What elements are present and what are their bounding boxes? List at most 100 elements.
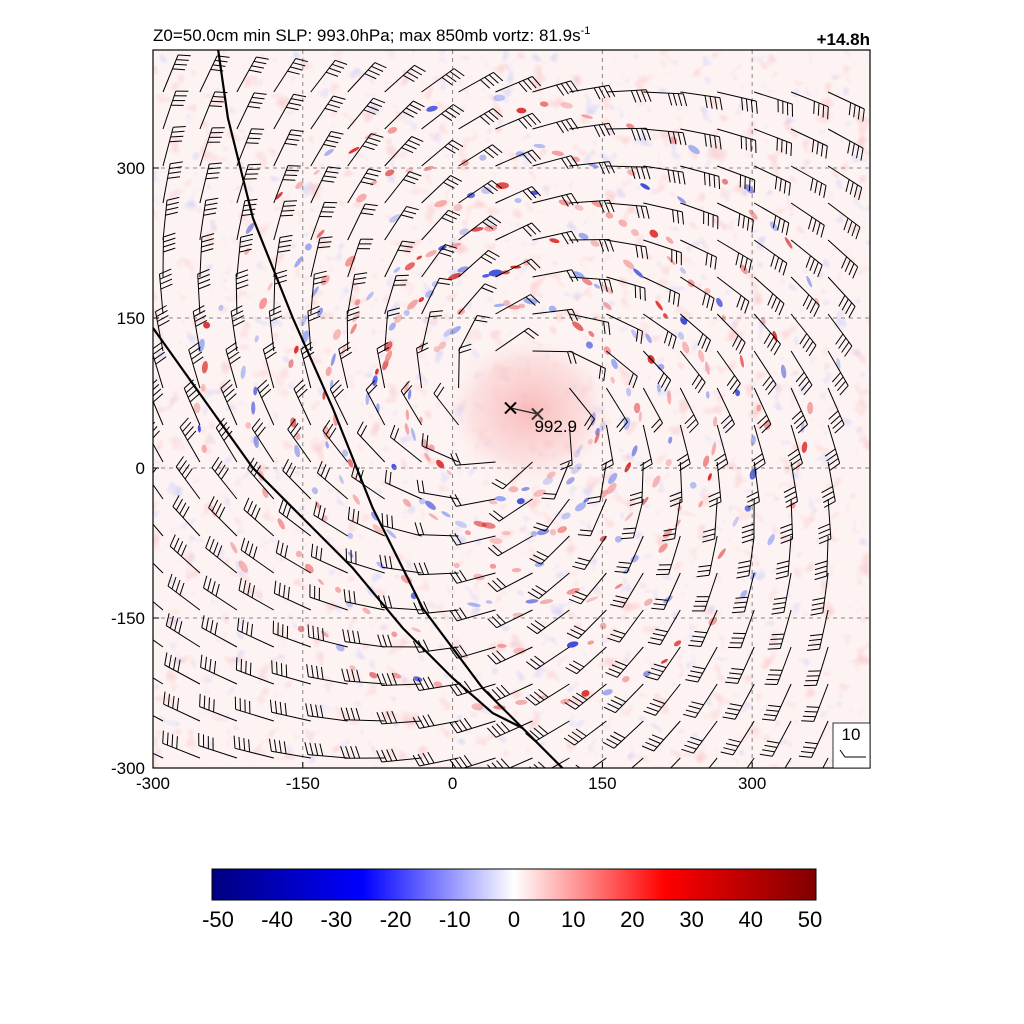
- wind-barb-feather: [238, 577, 242, 591]
- wind-barb-feather: [726, 375, 736, 386]
- rainband-streak: [251, 401, 256, 415]
- wind-barb-shaft: [199, 706, 238, 722]
- wind-barb-feather: [341, 668, 346, 682]
- wind-barb-feather: [704, 133, 707, 147]
- wind-barb-feather: [158, 319, 170, 327]
- wind-barb-shaft: [153, 601, 164, 611]
- rainband-streak: [574, 204, 584, 211]
- wind-barb: [449, 569, 496, 584]
- rainband-streak: [203, 321, 211, 329]
- rainband-streak: [467, 602, 481, 607]
- wind-barb-feather: [572, 695, 584, 704]
- wind-barb-feather: [570, 80, 579, 92]
- wind-barb-feather: [360, 212, 374, 216]
- rainband-streak: [655, 300, 663, 311]
- wind-barb-shaft: [458, 180, 492, 204]
- wind-barb-feather: [319, 743, 324, 757]
- rainband-streak: [588, 330, 595, 337]
- wind-barb-feather: [427, 676, 435, 689]
- wind-barb-shaft: [643, 313, 677, 338]
- wind-barb-feather: [211, 100, 224, 103]
- rainband-streak: [631, 229, 639, 237]
- wind-barb: [569, 313, 611, 335]
- rainband-streak: [473, 520, 487, 528]
- wind-barb-feather: [445, 74, 457, 83]
- wind-barb-feather: [430, 310, 443, 313]
- wind-barb-feather: [776, 560, 790, 565]
- rainband-streak: [780, 364, 787, 379]
- wind-barb-feather: [251, 96, 265, 100]
- rainband-streak: [593, 283, 600, 289]
- wind-barb-feather: [454, 683, 463, 695]
- wind-barb-shaft: [502, 461, 533, 490]
- wind-barb: [647, 609, 681, 646]
- wind-barb-feather: [822, 104, 825, 118]
- wind-barb: [487, 535, 533, 557]
- wind-barb-feather: [802, 746, 816, 749]
- wind-barb: [421, 244, 458, 278]
- wind-barb-feather: [220, 379, 231, 389]
- wind-barb-shaft: [456, 609, 496, 622]
- wind-barb-feather: [144, 418, 153, 427]
- wind-barb-feather: [215, 503, 222, 516]
- wind-barb-feather: [492, 544, 503, 554]
- wind-barb-feather: [598, 239, 605, 252]
- wind-barb-shaft: [643, 239, 682, 254]
- wind-barb-feather: [455, 452, 462, 465]
- wind-barb-feather: [199, 693, 201, 707]
- wind-barb-feather: [741, 538, 755, 544]
- wind-barb-feather: [279, 239, 292, 243]
- wind-barb: [322, 419, 349, 463]
- rainband-streak: [608, 472, 618, 485]
- wind-barb: [682, 683, 718, 718]
- wind-barb-feather: [135, 534, 141, 545]
- wind-barb: [347, 168, 382, 204]
- wind-barb-feather: [616, 566, 630, 569]
- rainband-streak: [317, 578, 324, 585]
- wind-barb-feather: [317, 246, 331, 249]
- wind-barb: [569, 199, 615, 213]
- rainband-streak: [705, 391, 710, 399]
- wind-barb: [601, 424, 614, 471]
- wind-barb-feather: [203, 695, 206, 709]
- wind-barb-feather: [439, 277, 453, 281]
- wind-barb-feather: [572, 565, 585, 570]
- wind-barb-feather: [205, 177, 219, 180]
- wind-barb-shaft: [569, 122, 610, 130]
- wind-barb-feather: [662, 538, 675, 542]
- wind-barb-shaft: [569, 313, 609, 323]
- wind-barb: [532, 155, 579, 170]
- wind-barb-feather: [402, 111, 415, 118]
- wind-barb: [771, 572, 792, 615]
- wind-barb-feather: [355, 745, 361, 759]
- wind-barb-feather: [531, 222, 541, 233]
- wind-barb-feather: [687, 674, 701, 679]
- wind-barb-feather: [768, 643, 782, 645]
- wind-barb-feather: [688, 644, 701, 647]
- wind-barb-feather: [853, 184, 858, 198]
- wind-barb-feather: [170, 161, 183, 165]
- wind-barb-feather: [655, 628, 668, 633]
- wind-barb-shaft: [274, 592, 312, 611]
- wind-barb: [681, 720, 718, 754]
- wind-barb-shaft: [384, 275, 397, 315]
- wind-barb-feather: [220, 426, 230, 437]
- wind-barb-shaft: [201, 627, 238, 648]
- rainband-streak: [656, 383, 661, 393]
- wind-barb-shaft: [679, 313, 711, 341]
- rainband-streak: [590, 240, 600, 247]
- wind-barb-feather: [488, 110, 499, 120]
- wind-barb-feather: [672, 209, 675, 223]
- wind-barb-feather: [704, 95, 708, 109]
- wind-barb-shaft: [568, 424, 573, 465]
- wind-barb-feather: [184, 468, 193, 480]
- wind-barb-feather: [806, 648, 820, 651]
- wind-barb-feather: [851, 223, 857, 237]
- wind-barb-shaft: [580, 572, 607, 605]
- wind-barb: [685, 646, 718, 683]
- wind-barb-feather: [204, 207, 217, 211]
- wind-barb-feather: [354, 272, 368, 276]
- wind-barb-feather: [709, 254, 713, 268]
- wind-barb-feather: [838, 337, 847, 349]
- wind-barb: [688, 609, 718, 647]
